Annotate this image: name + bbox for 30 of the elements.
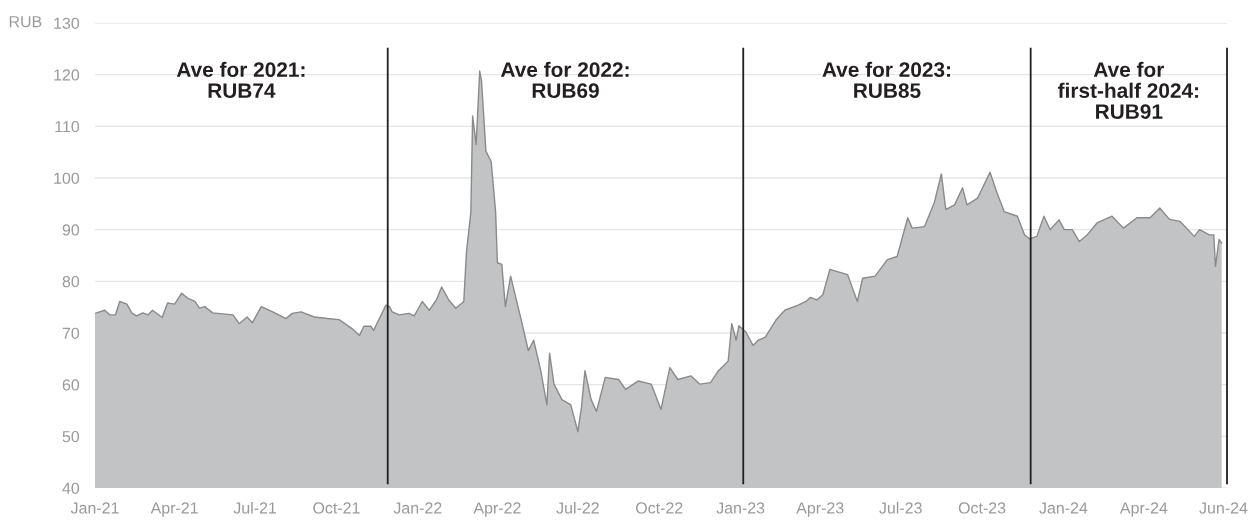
x-tick-label: Apr-22 — [473, 502, 521, 517]
x-tick-label: Jan-22 — [393, 502, 442, 514]
y-tick-label: 60 — [62, 379, 80, 391]
y-axis-title: RUB — [9, 16, 42, 28]
x-tick-label: Jan-24 — [1039, 502, 1088, 514]
x-tick-label: Apr-21 — [150, 502, 198, 517]
x-tick-label: Oct-21 — [313, 502, 360, 514]
y-tick-label: 90 — [62, 224, 80, 236]
annotation: Ave for 2023: RUB85 — [822, 61, 950, 98]
y-tick-label: 110 — [55, 120, 80, 133]
y-tick-label: 70 — [62, 327, 80, 339]
x-tick-label: Jan-21 — [70, 502, 119, 514]
x-tick-label: Jun-24 — [1199, 502, 1248, 514]
y-tick-label: 100 — [54, 172, 80, 184]
y-tick-label: 40 — [62, 482, 80, 494]
x-tick-label: Oct-22 — [636, 502, 683, 514]
x-tick-label: Jul-22 — [556, 501, 599, 514]
x-tick-label: Apr-23 — [796, 502, 844, 517]
x-tick-label: Oct-23 — [958, 502, 1006, 514]
annotation: Ave for 2021: RUB74 — [176, 61, 305, 98]
y-tick-label: 130 — [54, 17, 80, 29]
annotation: Ave for 2022: RUB69 — [500, 61, 629, 98]
x-tick-label: Jul-21 — [233, 501, 277, 514]
y-tick-label: 80 — [62, 275, 80, 288]
y-tick-label: 120 — [54, 69, 80, 81]
y-tick-label: 50 — [62, 430, 80, 443]
x-tick-label: Jul-23 — [879, 501, 922, 514]
x-tick-label: Apr-24 — [1119, 502, 1168, 517]
x-tick-label: Jan-23 — [716, 502, 765, 514]
annotation: Ave for first-half 2024: RUB91 — [1057, 61, 1199, 119]
